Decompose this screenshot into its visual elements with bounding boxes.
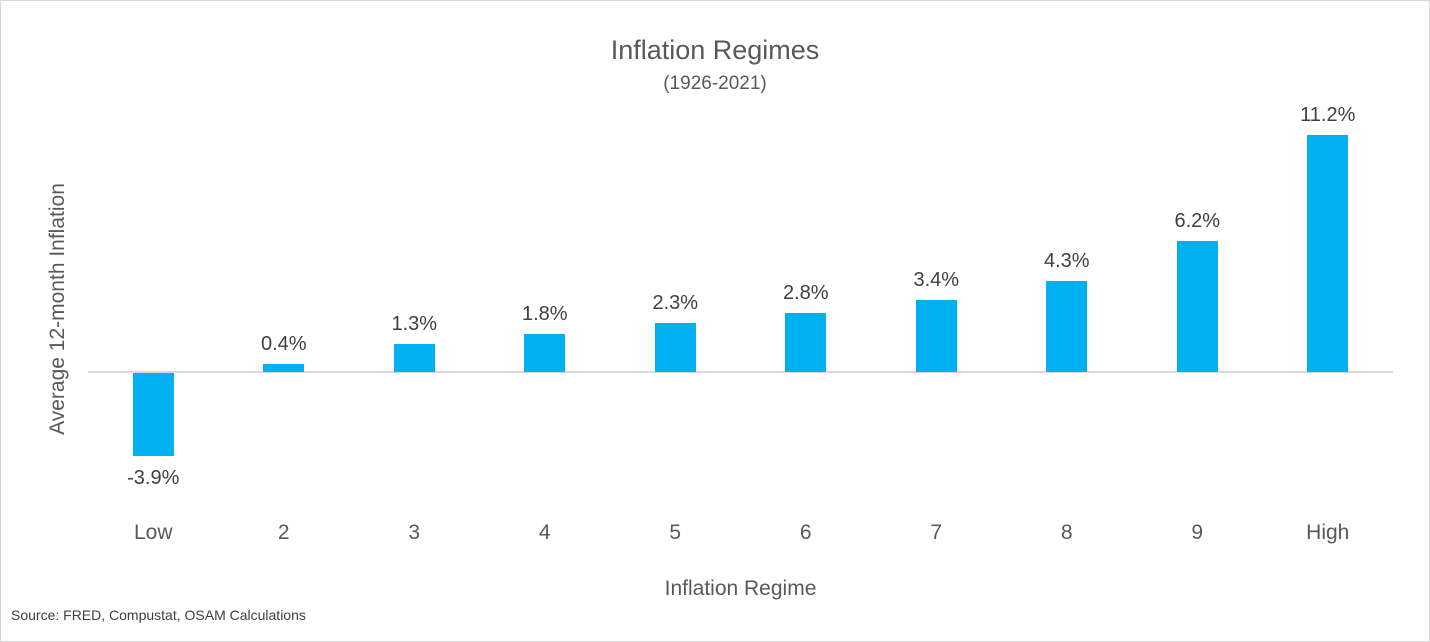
value-label-9: 6.2% — [1174, 209, 1221, 232]
x-axis-baseline — [88, 371, 1393, 373]
category-label-High: High — [1306, 521, 1350, 544]
bar-4 — [524, 333, 566, 372]
value-label-5: 2.3% — [652, 292, 699, 315]
category-label-7: 7 — [930, 521, 943, 544]
category-label-9: 9 — [1191, 521, 1204, 544]
value-label-2: 0.4% — [260, 332, 307, 355]
category-label-6: 6 — [799, 521, 812, 544]
source-note: Source: FRED, Compustat, OSAM Calculatio… — [11, 607, 306, 623]
bar-9 — [1176, 240, 1218, 372]
chart-title: Inflation Regimes — [610, 35, 820, 65]
bar-High — [1307, 135, 1349, 372]
value-label-7: 3.4% — [913, 269, 960, 292]
bar-8 — [1046, 281, 1088, 372]
value-label-6: 2.8% — [782, 281, 829, 304]
category-label-8: 8 — [1060, 521, 1073, 544]
y-axis-title: Average 12-month Inflation — [46, 183, 69, 435]
chart-subtitle: (1926-2021) — [663, 73, 767, 94]
category-label-3: 3 — [408, 521, 421, 544]
value-label-Low: -3.9% — [127, 466, 180, 489]
bar-7 — [915, 300, 957, 372]
bar-5 — [654, 323, 696, 372]
category-label-2: 2 — [277, 521, 290, 544]
bar-2 — [263, 363, 305, 372]
bar-6 — [785, 312, 827, 372]
bar-Low — [132, 373, 174, 456]
value-label-High: 11.2% — [1300, 104, 1356, 126]
category-label-Low: Low — [133, 521, 173, 544]
value-label-3: 1.3% — [391, 313, 438, 336]
category-label-5: 5 — [669, 521, 682, 544]
x-axis-title: Inflation Regime — [664, 577, 817, 600]
category-label-4: 4 — [538, 521, 551, 544]
value-label-8: 4.3% — [1043, 250, 1090, 272]
bar-3 — [393, 344, 435, 372]
value-label-4: 1.8% — [521, 302, 568, 325]
plot-area: -3.9% Low 0.4% 2 1.3% 3 1.8% 4 2.3% 5 2.8% 6 3.4% 7 4.… — [88, 1, 1393, 641]
